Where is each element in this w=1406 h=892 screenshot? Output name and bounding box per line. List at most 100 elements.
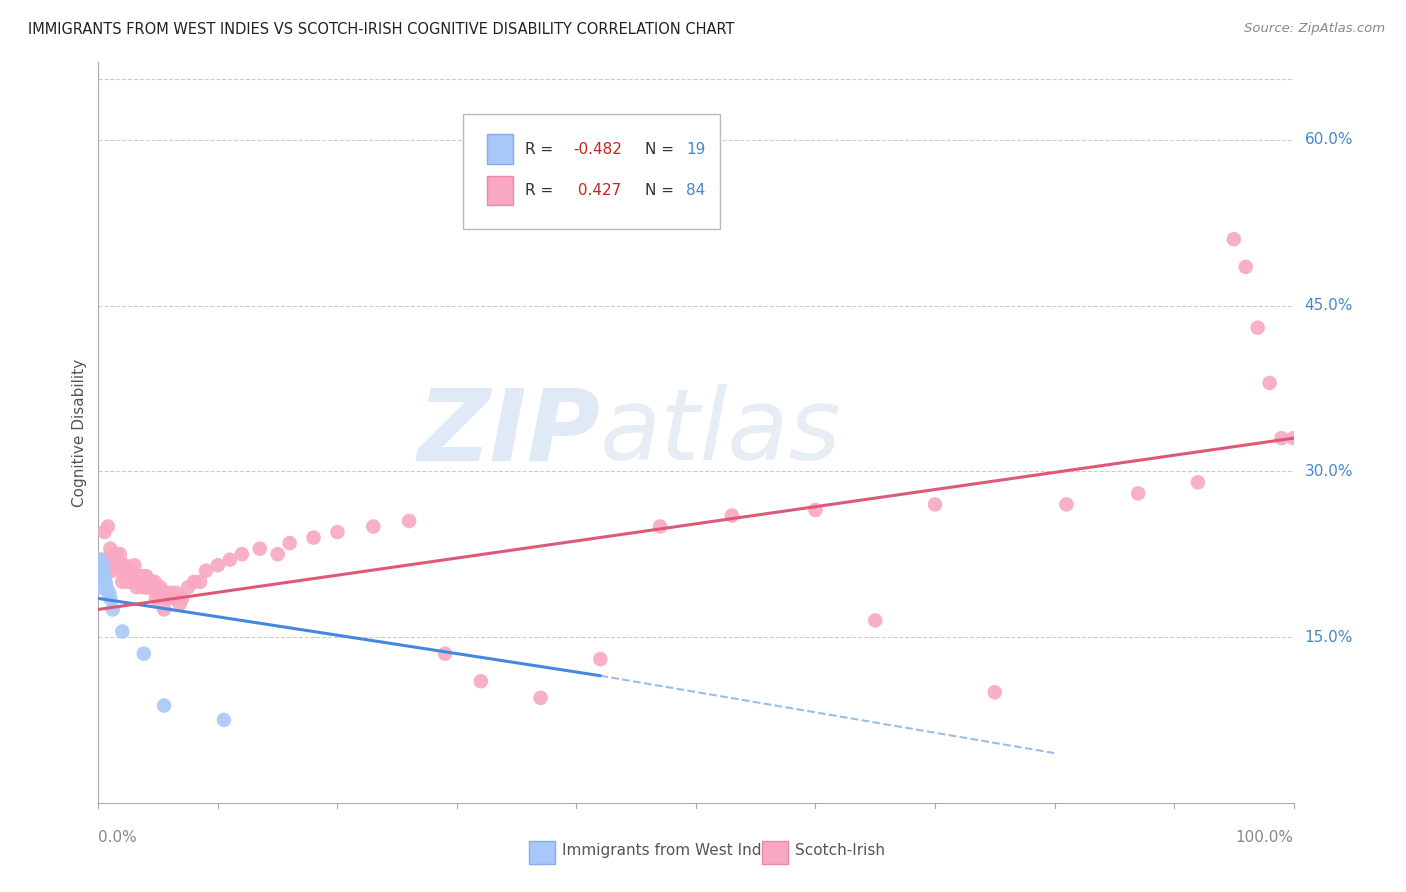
- Point: [141, 574, 163, 589]
- Point: [101, 564, 124, 578]
- Point: [97, 586, 120, 600]
- Point: [89, 580, 111, 594]
- Point: [105, 547, 128, 561]
- Y-axis label: Cognitive Disability: Cognitive Disability: [72, 359, 87, 507]
- Point: [326, 524, 349, 539]
- Point: [143, 574, 166, 589]
- Text: Immigrants from West Indies: Immigrants from West Indies: [562, 844, 783, 858]
- Text: R =: R =: [524, 183, 558, 198]
- Text: 100.0%: 100.0%: [1236, 830, 1294, 846]
- Point: [132, 580, 155, 594]
- Point: [165, 586, 187, 600]
- Point: [177, 580, 200, 594]
- Text: 45.0%: 45.0%: [1305, 298, 1353, 313]
- Text: IMMIGRANTS FROM WEST INDIES VS SCOTCH-IRISH COGNITIVE DISABILITY CORRELATION CHA: IMMIGRANTS FROM WEST INDIES VS SCOTCH-IR…: [28, 22, 734, 37]
- Point: [101, 602, 124, 616]
- Point: [149, 580, 172, 594]
- Point: [1128, 486, 1150, 500]
- Text: Source: ZipAtlas.com: Source: ZipAtlas.com: [1244, 22, 1385, 36]
- Point: [90, 564, 112, 578]
- Point: [111, 558, 134, 573]
- Point: [91, 564, 114, 578]
- Point: [117, 564, 139, 578]
- Point: [111, 624, 134, 639]
- Point: [156, 591, 179, 606]
- Point: [129, 574, 152, 589]
- Point: [135, 569, 157, 583]
- Point: [121, 574, 143, 589]
- Point: [117, 574, 139, 589]
- Point: [153, 602, 176, 616]
- Point: [207, 558, 229, 573]
- Point: [93, 524, 115, 539]
- Point: [108, 547, 131, 561]
- Point: [120, 569, 142, 583]
- FancyBboxPatch shape: [486, 135, 513, 164]
- Point: [145, 591, 167, 606]
- Point: [278, 536, 301, 550]
- Point: [924, 498, 946, 512]
- Point: [91, 574, 114, 589]
- Point: [98, 591, 122, 606]
- Point: [125, 580, 148, 594]
- Point: [530, 690, 553, 705]
- Point: [172, 591, 194, 606]
- Point: [188, 574, 211, 589]
- Text: -0.482: -0.482: [572, 142, 621, 157]
- Point: [111, 574, 134, 589]
- FancyBboxPatch shape: [463, 114, 720, 229]
- Point: [141, 580, 163, 594]
- Point: [114, 569, 136, 583]
- FancyBboxPatch shape: [529, 840, 555, 864]
- Point: [139, 574, 162, 589]
- Text: ZIP: ZIP: [418, 384, 600, 481]
- Point: [107, 552, 129, 566]
- Text: 84: 84: [686, 183, 706, 198]
- Point: [103, 558, 125, 573]
- Point: [96, 580, 118, 594]
- FancyBboxPatch shape: [486, 176, 513, 205]
- Point: [153, 698, 176, 713]
- Point: [195, 564, 218, 578]
- Point: [91, 558, 114, 573]
- Point: [1234, 260, 1257, 274]
- Point: [128, 569, 150, 583]
- Point: [135, 580, 157, 594]
- Point: [131, 569, 153, 583]
- Point: [153, 586, 176, 600]
- Point: [98, 586, 121, 600]
- Point: [589, 652, 612, 666]
- Point: [98, 558, 122, 573]
- Point: [363, 519, 385, 533]
- Point: [132, 647, 155, 661]
- Point: [1282, 431, 1305, 445]
- Text: N =: N =: [644, 183, 679, 198]
- Point: [1271, 431, 1294, 445]
- Point: [127, 574, 149, 589]
- Point: [721, 508, 744, 523]
- Text: 0.0%: 0.0%: [98, 830, 138, 846]
- Point: [169, 597, 191, 611]
- Text: 0.427: 0.427: [572, 183, 621, 198]
- Point: [267, 547, 290, 561]
- Point: [183, 574, 205, 589]
- Point: [1223, 232, 1246, 246]
- Text: R =: R =: [524, 142, 558, 157]
- Point: [163, 591, 186, 606]
- Point: [115, 564, 138, 578]
- Text: N =: N =: [644, 142, 679, 157]
- Text: atlas: atlas: [600, 384, 842, 481]
- Point: [90, 552, 112, 566]
- Point: [94, 574, 117, 589]
- Point: [98, 552, 121, 566]
- FancyBboxPatch shape: [762, 840, 787, 864]
- Point: [398, 514, 420, 528]
- Point: [159, 586, 181, 600]
- Point: [984, 685, 1007, 699]
- Point: [93, 569, 115, 583]
- Point: [114, 558, 136, 573]
- Point: [865, 614, 887, 628]
- Text: 15.0%: 15.0%: [1305, 630, 1353, 645]
- Point: [96, 558, 118, 573]
- Point: [302, 531, 325, 545]
